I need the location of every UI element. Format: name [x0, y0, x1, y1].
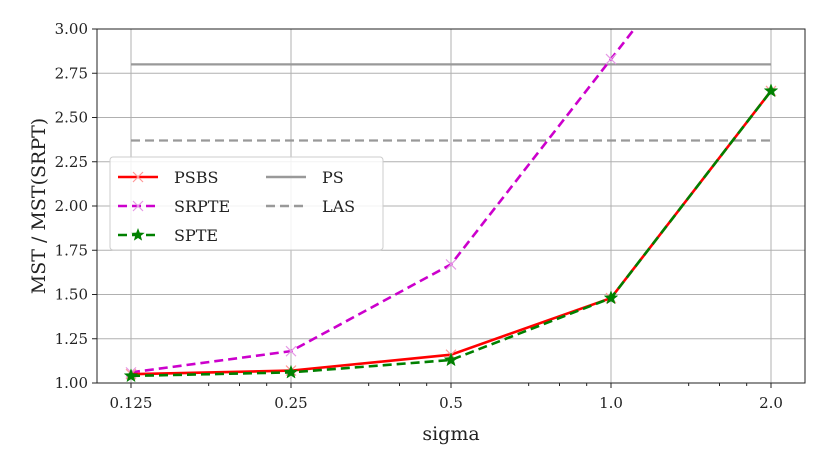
- data-point-srpte: [445, 258, 457, 270]
- y-tick-label: 2.75: [55, 64, 88, 82]
- x-axis-label: sigma: [422, 423, 479, 445]
- y-tick-label: 1.75: [55, 241, 88, 259]
- legend-item-spte: SPTE: [118, 226, 218, 245]
- data-point-spte: [763, 83, 779, 98]
- data-point-spte: [283, 364, 299, 379]
- legend: PSBS SRPTE SPTE PS LAS: [109, 156, 384, 251]
- legend-marker-psbs: [132, 171, 144, 183]
- legend-item-las: LAS: [266, 197, 355, 216]
- ticks: 1.00 1.25 1.50 1.75 2.00 2.25 2.50 2.75 3.00 0.12…: [55, 20, 783, 412]
- data-point-spte: [123, 368, 139, 383]
- legend-marker-spte: [131, 228, 145, 241]
- data-point-spte: [443, 352, 459, 367]
- y-tick-label: 1.00: [55, 374, 88, 392]
- legend-box: [109, 156, 384, 251]
- series-layer: [123, 29, 779, 383]
- legend-item-ps: PS: [266, 168, 344, 187]
- legend-label-srpte: SRPTE: [174, 197, 230, 216]
- x-tick-label: 0.5: [439, 394, 463, 412]
- series-line-spte: [130, 90, 773, 378]
- legend-label-psbs: PSBS: [174, 168, 218, 187]
- y-tick-label: 1.25: [55, 330, 88, 348]
- data-point-srpte: [605, 53, 617, 65]
- legend-marker-srpte: [132, 200, 144, 212]
- series-spte: [123, 83, 779, 383]
- x-tick-label: 0.125: [110, 394, 153, 412]
- legend-item-srpte: SRPTE: [118, 197, 230, 216]
- y-tick-label: 3.00: [55, 20, 88, 38]
- legend-label-spte: SPTE: [174, 226, 218, 245]
- y-tick-label: 2.00: [55, 197, 88, 215]
- x-tick-label: 2.0: [759, 394, 783, 412]
- data-point-spte: [603, 290, 619, 305]
- data-point-srpte: [285, 345, 297, 357]
- y-tick-label: 2.25: [55, 153, 88, 171]
- legend-item-psbs: PSBS: [118, 168, 218, 187]
- legend-label-las: LAS: [322, 197, 355, 216]
- y-tick-label: 1.50: [55, 286, 88, 304]
- x-tick-label: 0.25: [274, 394, 307, 412]
- legend-label-ps: PS: [322, 168, 344, 187]
- x-tick-label: 1.0: [599, 394, 623, 412]
- y-tick-label: 2.50: [55, 109, 88, 127]
- y-axis-label: MST / MST(SRPT): [28, 118, 50, 294]
